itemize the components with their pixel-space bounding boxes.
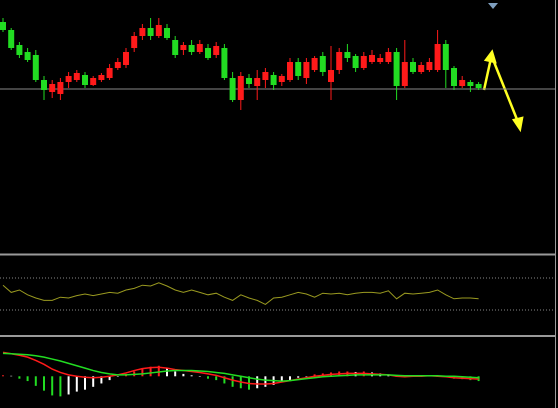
candle-body [123,52,129,65]
candle-body [8,30,15,48]
candle-body [369,55,375,62]
signal-line [2,351,479,385]
candle-body [270,75,277,85]
candle-body [82,75,88,85]
candle-body [287,62,293,80]
candle-body [410,62,416,72]
candle-body [311,58,318,70]
candle-body [196,44,203,52]
candle-body [90,78,97,85]
candle-body [319,56,326,72]
candle-body [295,62,302,76]
candle-body [442,44,449,70]
candle-body [246,78,252,84]
candle-body [49,84,56,92]
candle-body [360,56,367,68]
candle-body [205,48,211,58]
candle-body [188,45,195,52]
candle-body [147,28,154,36]
arrow-up [482,57,493,91]
candle-body [303,62,310,78]
candle-body [131,36,138,48]
candle-body [0,22,6,30]
candle-body [434,44,441,70]
candle-body [16,45,23,55]
indicator-line [2,282,479,305]
candle-body [32,55,39,80]
candle-body [352,56,359,68]
candle-body [139,28,146,36]
candle-body [377,58,384,62]
candle-body [221,48,228,78]
candle-body [475,84,482,88]
candle-body [155,25,162,36]
candle-body [229,78,236,100]
candle-body [451,68,457,86]
candle-body [73,73,80,80]
candle-body [213,46,220,55]
candle-body [24,52,31,60]
candle-body [426,62,433,70]
candle-body [237,76,244,100]
candle-body [328,70,334,82]
arrow-head [511,116,524,133]
candle-body [467,82,474,86]
scroll-marker [488,3,498,9]
candle-body [180,45,187,50]
candle-body [254,78,261,86]
candle-body [336,52,343,70]
candle-body [41,80,47,90]
candle-body [57,82,64,94]
candle-body [164,28,170,38]
candle-body [393,52,400,86]
candle-body [344,52,351,58]
candle-body [65,76,72,82]
signal-line [2,352,479,382]
candle-body [418,65,425,72]
candle-body [114,62,121,68]
candle-body [106,68,113,78]
candle-body [278,76,285,82]
candle-body [385,52,392,62]
candle-body [262,72,269,80]
candle-body [172,40,179,55]
candle-body [401,62,408,86]
candle-body [98,75,105,80]
candle-body [459,80,466,86]
